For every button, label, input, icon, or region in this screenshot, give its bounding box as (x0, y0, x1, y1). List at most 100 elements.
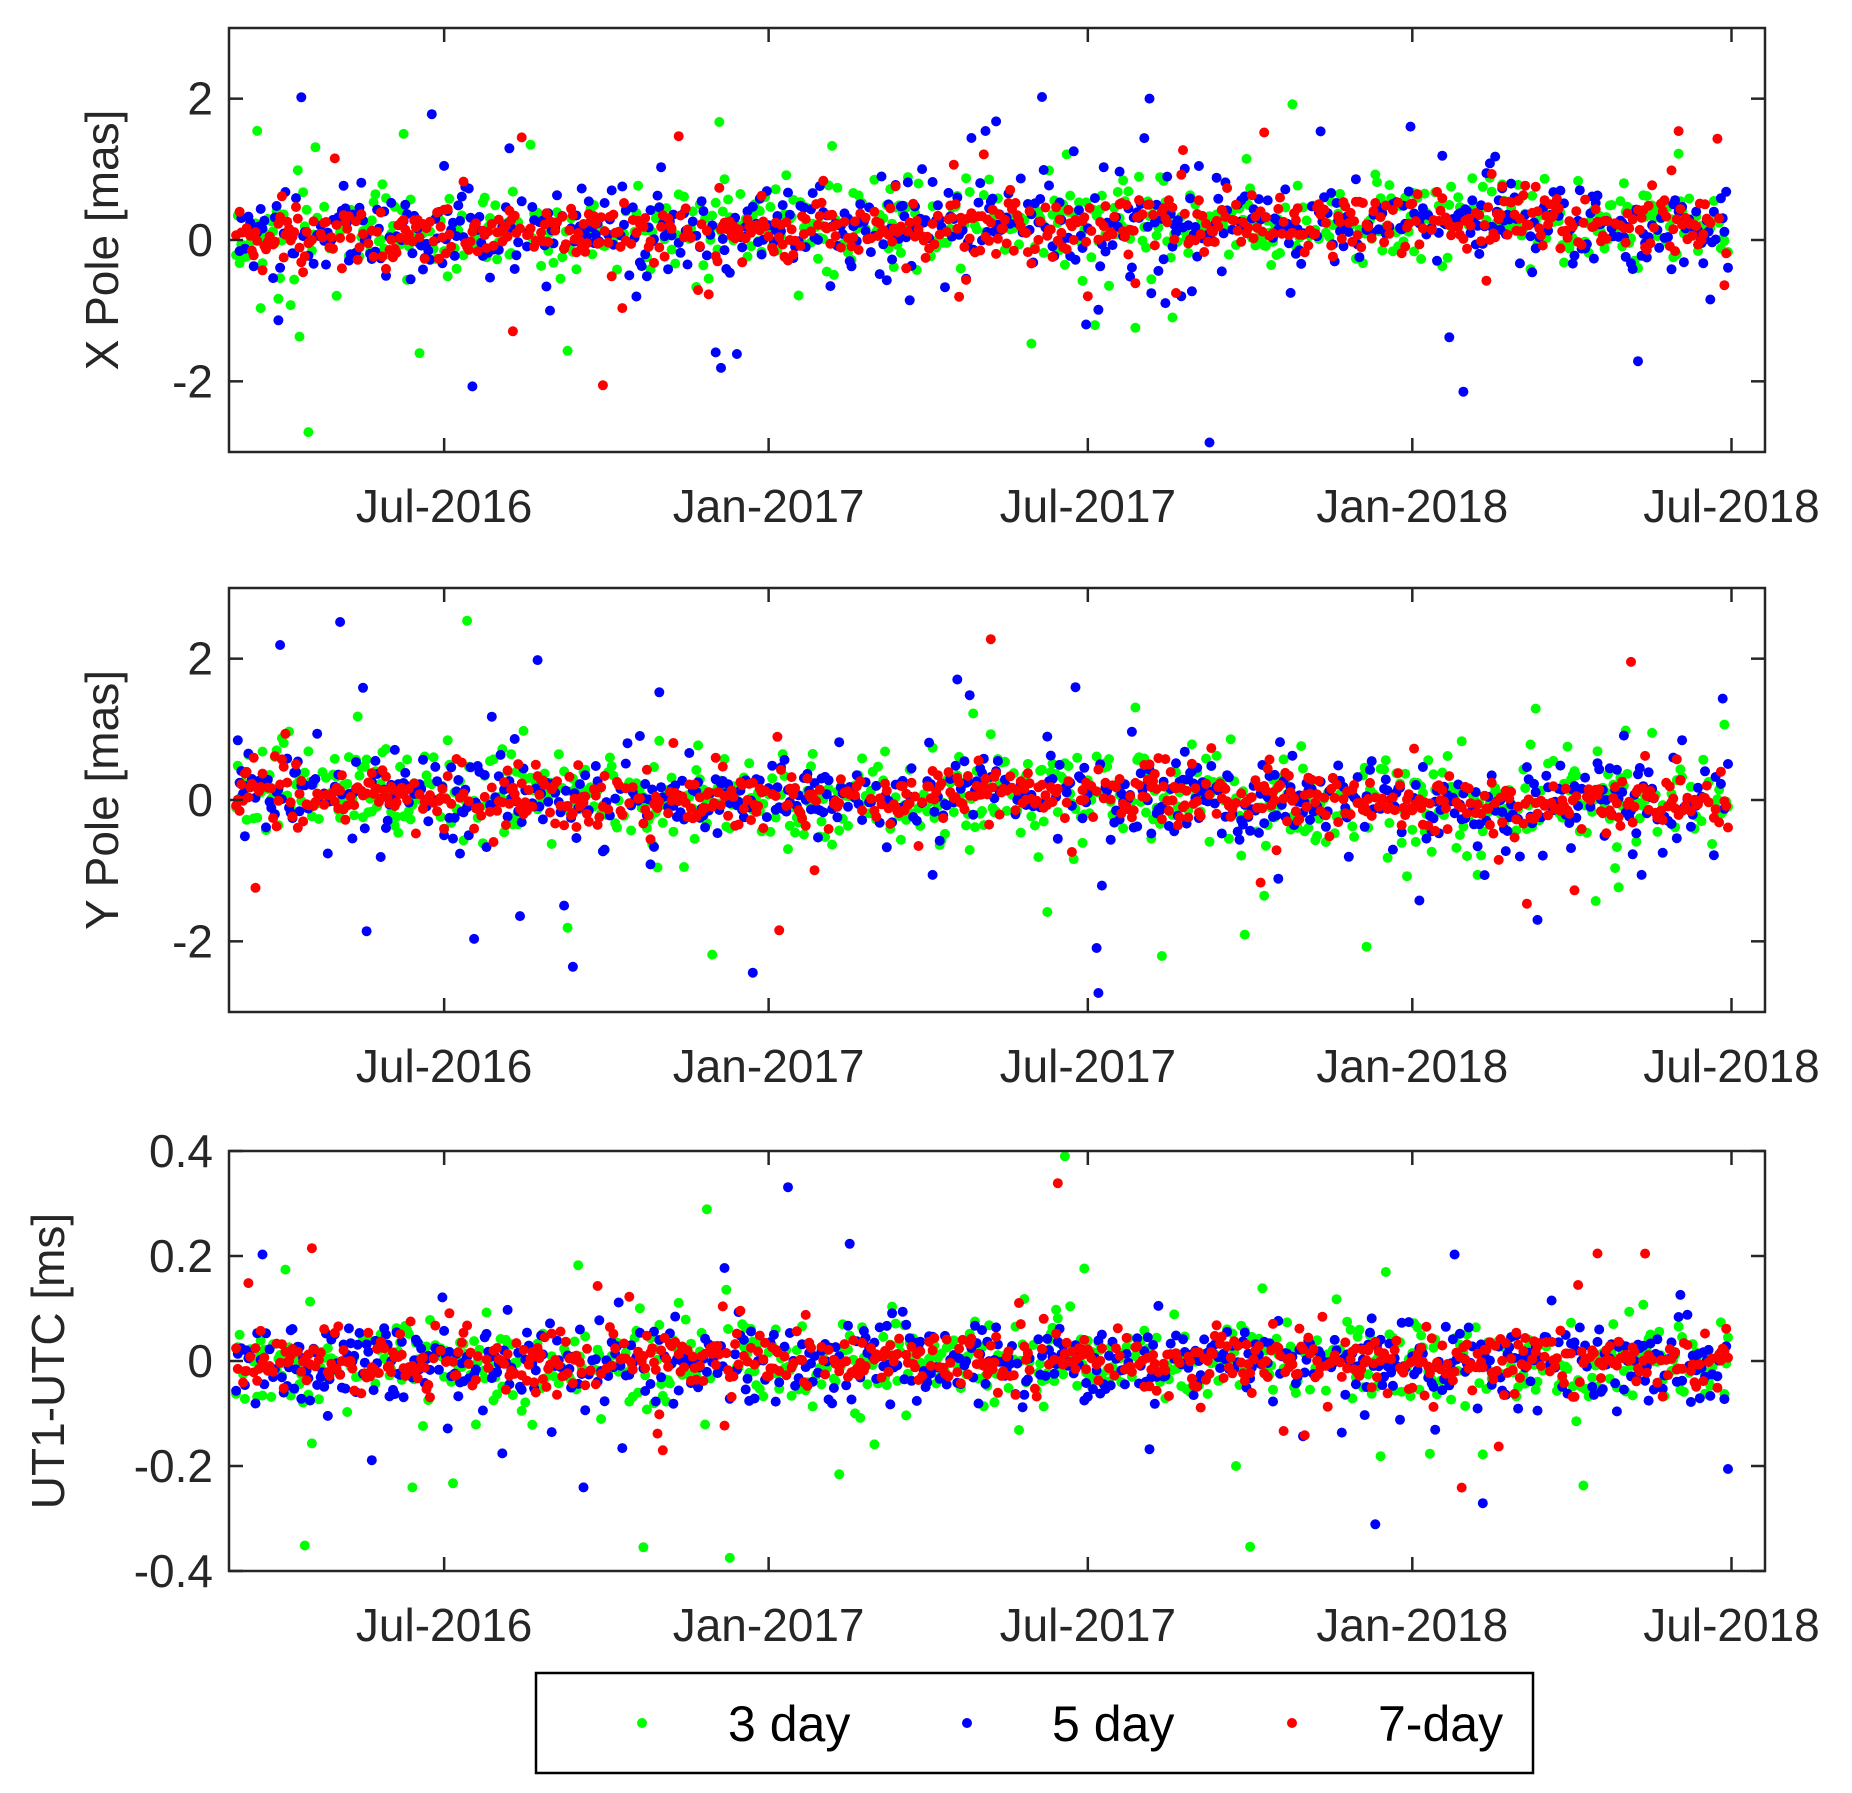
data-point-5-day (1414, 895, 1425, 906)
data-point-7-day (1437, 193, 1448, 204)
data-point-3-day (1539, 173, 1550, 184)
data-point-5-day (467, 381, 478, 392)
data-point-7-day (763, 231, 774, 242)
data-point-5-day (1546, 1295, 1557, 1306)
data-point-7-day (1081, 236, 1092, 247)
data-point-7-day (1594, 784, 1605, 795)
data-point-5-day (1382, 785, 1393, 796)
data-point-3-day (834, 825, 845, 836)
data-point-3-day (1134, 171, 1144, 182)
data-point-5-day (1273, 873, 1284, 884)
data-point-7-day (1056, 227, 1067, 238)
data-point-5-day (1477, 1498, 1488, 1509)
data-point-7-day (795, 240, 806, 251)
data-point-3-day (1037, 764, 1047, 775)
data-point-7-day (668, 738, 679, 748)
data-point-5-day (911, 1395, 922, 1406)
data-point-5-day (1268, 1396, 1278, 1407)
data-point-5-day (423, 816, 434, 827)
data-point-7-day (608, 209, 619, 220)
data-point-3-day (1091, 751, 1102, 762)
data-point-5-day (312, 728, 323, 739)
data-point-3-day (1335, 188, 1345, 199)
data-point-3-day (1072, 1380, 1083, 1391)
data-point-3-day (553, 749, 564, 760)
data-point-7-day (992, 233, 1003, 244)
data-point-7-day (1530, 181, 1541, 192)
data-point-3-day (298, 187, 309, 198)
data-point-7-day (1119, 231, 1130, 242)
data-point-5-day (1042, 731, 1053, 742)
data-point-3-day (1380, 1267, 1391, 1277)
data-point-7-day (1301, 801, 1312, 812)
data-point-7-day (310, 797, 321, 807)
data-point-5-day (527, 202, 538, 212)
data-point-5-day (1068, 146, 1079, 157)
data-point-3-day (1282, 1317, 1293, 1328)
data-point-5-day (1354, 252, 1365, 263)
data-point-7-day (1393, 197, 1404, 208)
data-point-3-day (546, 839, 557, 849)
data-point-3-day (1477, 1449, 1488, 1460)
data-point-5-day (1705, 294, 1716, 305)
data-point-7-day (1403, 789, 1414, 800)
data-point-7-day (562, 801, 573, 812)
data-point-7-day (728, 791, 739, 802)
data-point-7-day (703, 289, 714, 300)
data-point-5-day (1430, 1424, 1441, 1435)
data-point-7-day (241, 766, 252, 777)
data-point-5-day (1019, 1389, 1030, 1400)
data-point-7-day (686, 232, 696, 243)
data-point-3-day (832, 182, 843, 193)
data-point-7-day (1052, 783, 1063, 794)
data-point-7-day (1220, 784, 1231, 794)
data-point-5-day (940, 282, 950, 293)
data-point-7-day (1668, 224, 1679, 235)
data-point-3-day (807, 748, 818, 759)
data-point-3-day (1416, 254, 1427, 264)
data-point-3-day (1622, 768, 1633, 779)
data-point-3-day (1384, 180, 1395, 191)
data-point-7-day (904, 798, 915, 809)
data-point-5-day (1521, 762, 1532, 773)
data-point-5-day (571, 833, 582, 843)
data-point-5-day (1634, 763, 1645, 773)
data-point-5-day (250, 1398, 261, 1409)
data-point-5-day (1209, 798, 1220, 809)
data-point-3-day (1141, 242, 1151, 253)
data-point-7-day (1165, 767, 1176, 777)
data-point-7-day (234, 206, 245, 217)
data-point-7-day (666, 223, 677, 234)
data-point-3-day (294, 331, 305, 342)
data-point-3-day (428, 752, 439, 763)
data-point-7-day (643, 810, 654, 821)
data-point-3-day (490, 200, 501, 211)
data-point-5-day (308, 258, 319, 269)
data-point-3-day (1038, 247, 1049, 258)
data-point-5-day (1079, 762, 1090, 773)
data-point-7-day (603, 237, 614, 248)
data-point-5-day (509, 734, 520, 744)
data-point-7-day (278, 761, 289, 772)
data-point-7-day (1335, 217, 1345, 228)
data-point-7-day (493, 214, 504, 225)
data-point-7-day (1333, 817, 1344, 828)
data-point-7-day (1231, 199, 1241, 210)
data-point-3-day (405, 814, 416, 825)
data-point-7-day (1275, 780, 1285, 790)
data-point-7-day (1178, 145, 1188, 156)
data-point-7-day (1382, 220, 1393, 231)
data-point-5-day (543, 796, 554, 807)
data-point-5-day (1054, 759, 1065, 770)
data-point-3-day (1141, 807, 1151, 818)
data-point-7-day (814, 784, 825, 795)
data-point-3-day (1104, 754, 1114, 765)
data-point-7-day (1172, 820, 1183, 831)
data-point-3-day (1472, 869, 1483, 880)
data-point-7-day (1636, 212, 1647, 223)
data-point-5-day (1365, 764, 1375, 775)
data-point-5-day (784, 209, 795, 220)
data-point-7-day (1647, 180, 1658, 191)
data-point-7-day (1149, 240, 1160, 251)
data-point-5-day (617, 181, 628, 192)
